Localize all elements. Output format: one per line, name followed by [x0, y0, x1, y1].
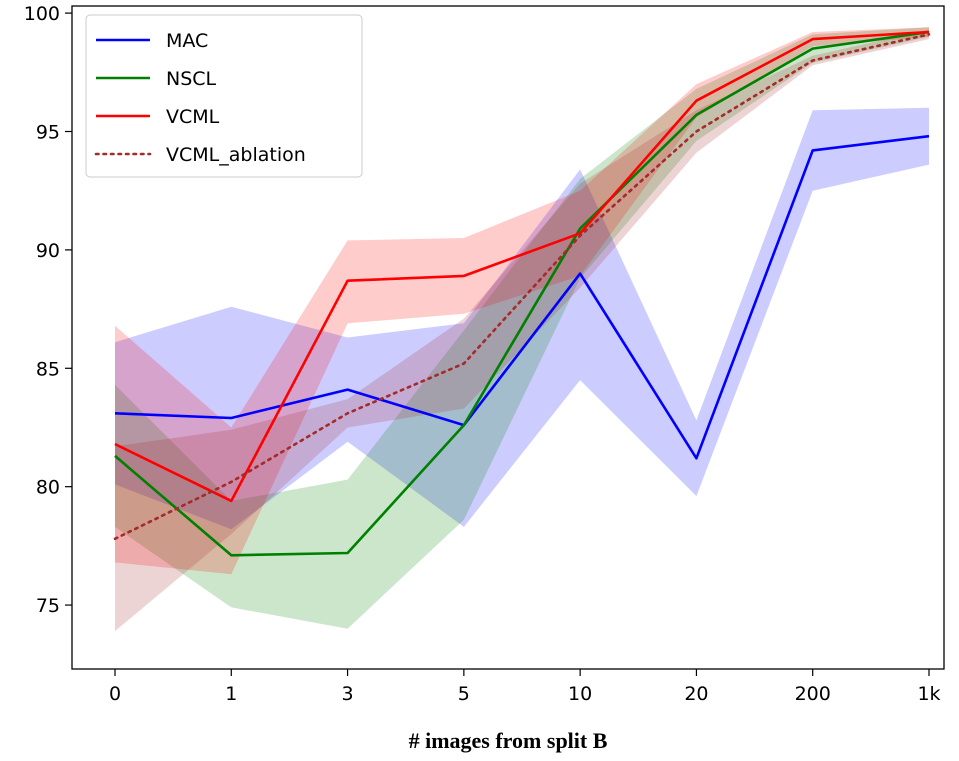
- line-nscl: [114, 30, 930, 557]
- legend-label: NSCL: [166, 68, 217, 90]
- y-tick-label: 100: [24, 3, 60, 25]
- band-vcml-ablation: [115, 29, 929, 632]
- x-tick-label: 1: [225, 683, 237, 705]
- y-tick-label: 90: [36, 240, 60, 262]
- y-tick-label: 80: [36, 477, 60, 499]
- line-vcml: [114, 30, 930, 503]
- legend-label: MAC: [166, 30, 208, 52]
- plot-frame: [71, 5, 945, 670]
- legend-box: [85, 14, 363, 178]
- x-axis: 0 1 3 5 10 20 200 1k: [109, 669, 941, 705]
- x-tick-label: 3: [342, 683, 354, 705]
- line-mac: [114, 134, 930, 460]
- x-tick-label: 5: [458, 683, 470, 705]
- lines-layer: [113, 30, 931, 557]
- legend: MAC NSCL VCML VCML_ablation: [85, 14, 363, 178]
- x-tick-label: 1k: [917, 683, 940, 705]
- y-tick-label: 85: [36, 358, 60, 380]
- y-tick-label: 75: [36, 595, 60, 617]
- legend-label: VCML_ablation: [166, 144, 306, 166]
- x-tick-label: 20: [684, 683, 708, 705]
- x-axis-label: # images from split B: [409, 728, 608, 753]
- line-vcml-ablation: [113, 33, 931, 541]
- legend-label: VCML: [166, 106, 220, 128]
- y-tick-label: 95: [36, 121, 60, 143]
- x-tick-label: 0: [109, 683, 121, 705]
- band-vcml: [115, 27, 929, 575]
- x-tick-label: 10: [568, 683, 592, 705]
- band-mac: [115, 107, 929, 530]
- y-axis: 75 80 85 90 95 100: [24, 3, 72, 617]
- x-tick-label: 200: [795, 683, 831, 705]
